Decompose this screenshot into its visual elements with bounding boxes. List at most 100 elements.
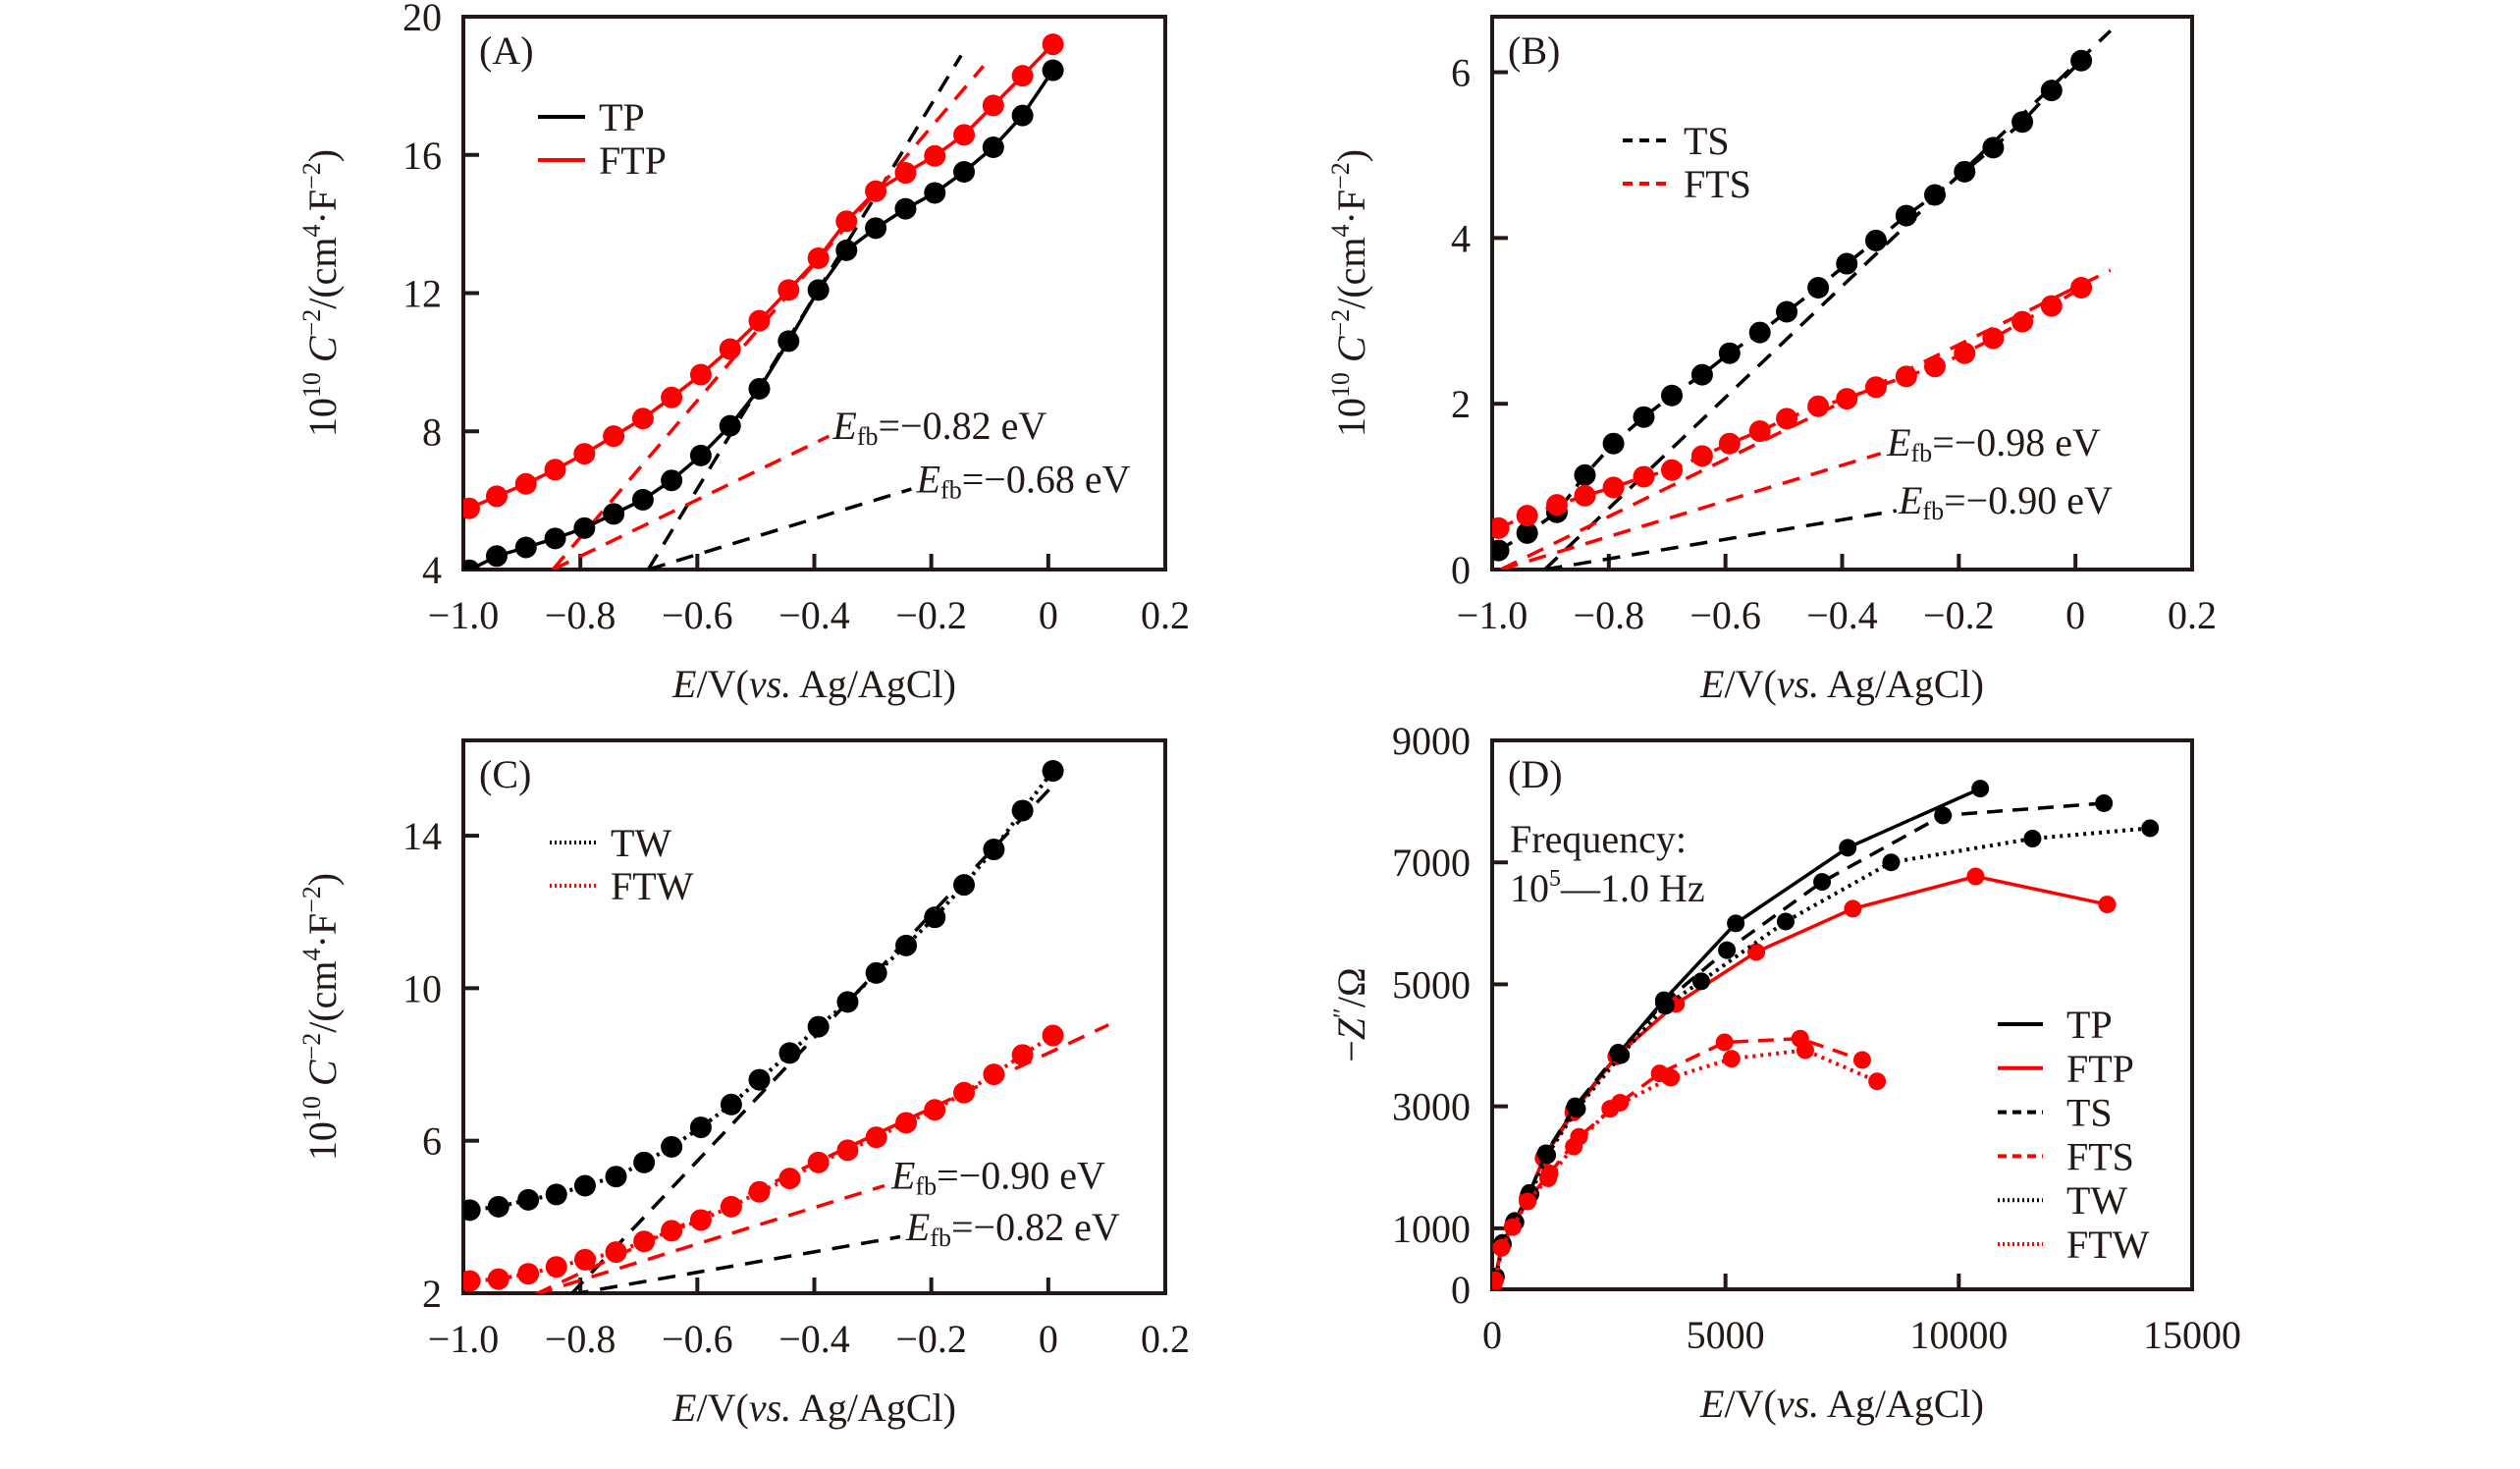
data-point-tw — [605, 1166, 627, 1188]
data-point-ftw — [1868, 1072, 1887, 1091]
data-point-ftp — [661, 386, 683, 408]
series-line-tp — [1492, 787, 1981, 1285]
panel-label: (D) — [1508, 752, 1563, 796]
data-point-ftp — [1042, 33, 1064, 56]
data-point-fts — [1718, 432, 1741, 455]
data-point-tp — [953, 160, 976, 183]
data-point-ts — [1748, 321, 1771, 344]
data-point-ts — [1982, 136, 2005, 159]
data-point-fts — [2040, 295, 2063, 317]
data-point-ftw — [463, 1270, 481, 1292]
legend-label-ftp: FTP — [599, 138, 667, 183]
x-tick-label: −0.6 — [662, 1317, 733, 1361]
y-axis-title: 1010 C−2/(cm4·F−2) — [297, 149, 345, 437]
data-point-tw — [953, 874, 976, 897]
data-point-tp — [1011, 104, 1034, 127]
data-point-ftp — [2098, 896, 2117, 914]
panel-label: (C) — [479, 752, 531, 796]
data-point-ftw — [1565, 1137, 1583, 1156]
panel-b: −1.0 −0.8 −0.6 −0.4 −0.2 0 0.2 0 2 4 6 E/V(vs. Ag/A… — [1326, 15, 2217, 706]
y-tick-label: 14 — [402, 814, 442, 858]
data-point-tp — [748, 377, 771, 400]
x-tick-label: 10000 — [1909, 1313, 2008, 1357]
y-axis-title: −Z″/Ω — [1328, 967, 1373, 1062]
x-tick-label: −0.6 — [662, 593, 733, 637]
data-point-tw — [661, 1135, 683, 1158]
data-point-ts — [1516, 521, 1538, 544]
fit-line-black — [1544, 509, 1898, 570]
x-tick-label: −1.0 — [1457, 593, 1528, 637]
y-tick-label: 0 — [1451, 1268, 1471, 1312]
data-point-tw — [1656, 997, 1675, 1015]
efb-annotation: Efb=−0.98 eV — [1886, 420, 2101, 467]
y-tick-label: 20 — [402, 0, 442, 39]
data-point-ftw — [1796, 1041, 1814, 1060]
data-point-tp — [603, 503, 625, 525]
data-point-tw — [1042, 760, 1064, 783]
fit-line-red — [534, 1023, 1109, 1293]
x-tick-label: 0.2 — [1141, 593, 1190, 637]
legend-label-fts: FTS — [1684, 162, 1751, 206]
plot-area — [463, 33, 1064, 570]
y-tick-label: 2 — [1451, 382, 1471, 426]
data-point-ftw — [545, 1256, 567, 1279]
fit-line-red — [552, 434, 831, 570]
data-point-ftp — [835, 210, 858, 233]
legend-label-tw: TW — [2066, 1178, 2127, 1223]
data-point-ts — [1718, 342, 1741, 364]
data-point-fts — [1807, 395, 1830, 417]
efb-annotation: Efb=−0.90 eV — [890, 1153, 1105, 1200]
data-point-ftp — [748, 309, 771, 332]
data-point-ftw — [720, 1195, 742, 1218]
data-point-ftw — [1662, 1068, 1681, 1087]
data-point-ts — [1776, 300, 1798, 323]
data-point-ftw — [807, 1151, 830, 1173]
x-tick-label: −0.2 — [1923, 593, 1995, 637]
data-point-ftw — [661, 1220, 683, 1242]
efb-annotation: Efb=−0.90 eV — [1898, 478, 2113, 525]
data-point-ftw — [1042, 1024, 1064, 1047]
series-line-tw — [469, 769, 1055, 1213]
data-point-ftp — [719, 338, 741, 360]
data-point-tp — [807, 279, 830, 301]
data-point-ftp — [689, 363, 712, 386]
panel-c: −1.0 −0.8 −0.6 −0.4 −0.2 0 0.2 2 6 10 14 E/V(vs. Ag… — [297, 738, 1190, 1430]
legend-label-tp: TP — [599, 95, 645, 139]
x-tick-label: −0.8 — [545, 593, 617, 637]
data-point-tw — [1612, 1046, 1631, 1064]
data-point-tw — [807, 1015, 830, 1038]
data-point-ts — [1602, 432, 1625, 455]
data-point-ftp — [544, 459, 566, 481]
plot-area — [463, 760, 1109, 1293]
data-point-tp — [1727, 914, 1745, 933]
x-tick-label: 0.2 — [2168, 593, 2217, 637]
data-point-fts — [1836, 388, 1858, 410]
data-point-ftp — [573, 443, 596, 465]
legend-label-ts: TS — [1684, 119, 1730, 163]
y-tick-label: 7000 — [1392, 841, 1471, 885]
data-point-tw — [487, 1195, 509, 1218]
data-point-ts — [2011, 111, 2034, 134]
data-point-tp — [865, 217, 887, 240]
data-point-tp — [631, 488, 654, 511]
plot-frame — [1490, 738, 2194, 1291]
data-point-tw — [1568, 1100, 1586, 1118]
data-point-fts — [1661, 459, 1684, 481]
y-tick-label: 6 — [1451, 51, 1471, 95]
x-tick-label: −1.0 — [428, 1317, 500, 1361]
data-point-tw — [1538, 1146, 1557, 1165]
data-point-tw — [865, 961, 887, 984]
y-tick-label: 0 — [1451, 548, 1471, 592]
data-point-ftw — [1492, 1271, 1504, 1289]
data-point-fts — [1852, 1051, 1871, 1069]
y-tick-label: 6 — [422, 1119, 442, 1164]
data-point-ftp — [894, 162, 917, 185]
legend-label-ts: TS — [2066, 1091, 2113, 1135]
data-point-ftp — [1011, 65, 1034, 87]
data-point-ftw — [836, 1139, 859, 1162]
panel-a: −1.0 −0.8 −0.6 −0.4 −0.2 0 0.2 4 8 12 16 20 E/V(vs. … — [297, 0, 1190, 706]
data-point-ts — [1633, 406, 1655, 428]
data-point-ftp — [1966, 867, 1985, 886]
data-point-tp — [485, 545, 508, 568]
